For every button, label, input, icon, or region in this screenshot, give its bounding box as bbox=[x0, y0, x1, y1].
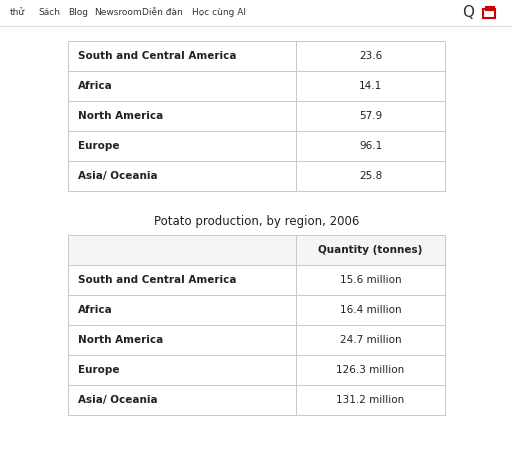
Text: 131.2 million: 131.2 million bbox=[336, 395, 404, 405]
Bar bbox=[68, 295, 445, 325]
Text: Europe: Europe bbox=[78, 141, 119, 151]
Bar bbox=[68, 161, 445, 191]
Text: Asia/ Oceania: Asia/ Oceania bbox=[78, 395, 158, 405]
Bar bbox=[68, 385, 445, 415]
Bar bbox=[483, 9, 495, 18]
Bar bbox=[68, 41, 445, 191]
Text: Africa: Africa bbox=[78, 81, 113, 91]
Text: 25.8: 25.8 bbox=[359, 171, 382, 181]
Bar bbox=[68, 235, 445, 265]
Text: Potato production, by region, 2006: Potato production, by region, 2006 bbox=[154, 215, 359, 228]
Text: South and Central America: South and Central America bbox=[78, 51, 237, 61]
Bar bbox=[68, 325, 445, 355]
Text: 57.9: 57.9 bbox=[359, 111, 382, 121]
Circle shape bbox=[296, 71, 386, 161]
Text: 126.3 million: 126.3 million bbox=[336, 365, 404, 375]
Text: 15.6 million: 15.6 million bbox=[340, 275, 401, 285]
Bar bbox=[68, 101, 445, 131]
Text: South and Central America: South and Central America bbox=[78, 275, 237, 285]
Bar bbox=[491, 7, 494, 10]
Bar bbox=[68, 41, 445, 71]
Text: Quantity (tonnes): Quantity (tonnes) bbox=[318, 245, 423, 255]
Text: Q: Q bbox=[462, 6, 474, 20]
Bar bbox=[486, 7, 488, 10]
Text: thử: thử bbox=[10, 8, 25, 18]
Text: Học cùng AI: Học cùng AI bbox=[192, 8, 246, 18]
Text: 24.7 million: 24.7 million bbox=[340, 335, 401, 345]
Text: Sách: Sách bbox=[38, 8, 60, 18]
Text: Diễn đàn: Diễn đàn bbox=[142, 8, 183, 18]
Bar bbox=[68, 131, 445, 161]
Text: 16.4 million: 16.4 million bbox=[340, 305, 401, 315]
Bar bbox=[68, 235, 445, 415]
Text: Newsroom: Newsroom bbox=[94, 8, 142, 18]
Bar bbox=[68, 355, 445, 385]
Text: Africa: Africa bbox=[78, 305, 113, 315]
Text: 23.6: 23.6 bbox=[359, 51, 382, 61]
Bar bbox=[68, 265, 445, 295]
Bar bbox=[68, 71, 445, 101]
Text: North America: North America bbox=[78, 335, 163, 345]
Text: Europe: Europe bbox=[78, 365, 119, 375]
Text: Blog: Blog bbox=[68, 8, 88, 18]
Text: North America: North America bbox=[78, 111, 163, 121]
Text: 14.1: 14.1 bbox=[359, 81, 382, 91]
Bar bbox=[0, 0, 512, 26]
Text: 96.1: 96.1 bbox=[359, 141, 382, 151]
Text: Asia/ Oceania: Asia/ Oceania bbox=[78, 171, 158, 181]
Circle shape bbox=[276, 275, 376, 375]
